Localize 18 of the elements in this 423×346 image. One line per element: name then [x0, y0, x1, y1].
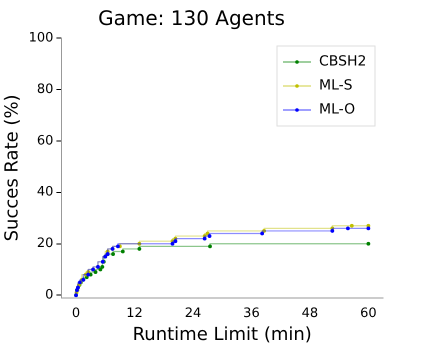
legend-label: ML-S — [319, 78, 353, 94]
y-tick-label: 80 — [36, 82, 54, 97]
y-tick-label: 20 — [36, 236, 54, 252]
legend-label: CBSH2 — [319, 54, 366, 70]
x-tick-label: 36 — [243, 306, 260, 321]
x-tick-label: 0 — [72, 306, 80, 321]
x-tick-label: 48 — [302, 306, 318, 321]
chart-title: Game: 130 Agents — [98, 6, 285, 30]
legend-label: ML-O — [319, 102, 356, 118]
y-tick-label: 100 — [28, 30, 54, 46]
x-tick-label: 12 — [126, 306, 143, 321]
y-tick-label: 40 — [36, 184, 54, 200]
x-tick-label: 60 — [360, 306, 377, 321]
x-tick-label: 24 — [184, 306, 202, 321]
y-tick-label: 0 — [45, 288, 54, 303]
x-axis-title: Runtime Limit (min) — [132, 324, 312, 345]
y-tick-label: 60 — [36, 133, 54, 148]
y-axis-title: Succes Rate (%) — [1, 94, 22, 242]
